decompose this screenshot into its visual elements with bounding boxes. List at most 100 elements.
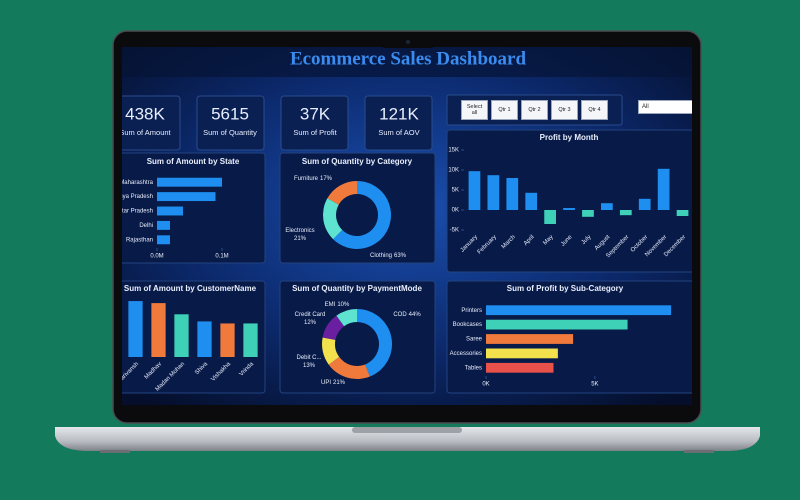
x-tick-label: 0.1M — [215, 254, 228, 260]
bar — [128, 301, 143, 357]
category-label: Maharashtra — [119, 180, 153, 186]
panel — [279, 280, 436, 394]
slice-value: 63% — [394, 253, 407, 259]
button[interactable]: Qtr 2 — [521, 100, 548, 120]
donut-slice — [323, 198, 343, 240]
kpi-value: 121K — [379, 104, 419, 123]
chart-title: Sum of Profit by Sub-Category — [507, 284, 624, 293]
slice-value: 10% — [337, 302, 350, 308]
kpi-label: Sum of Amount — [119, 128, 171, 137]
slice-label: UPI 21% — [321, 380, 346, 386]
donut-slice — [322, 315, 345, 340]
slice-label: Clothing 63% — [370, 253, 407, 259]
bar — [243, 323, 258, 357]
category-label: Uttar Pradesh — [116, 209, 153, 215]
laptop-base — [55, 427, 760, 451]
bar — [601, 203, 613, 210]
y-tick-label: 10K — [448, 168, 459, 174]
bar — [506, 178, 519, 210]
bar — [486, 334, 574, 344]
slice-category: Debit C... — [296, 355, 321, 361]
panel — [279, 152, 436, 264]
bar — [638, 198, 651, 210]
bar — [563, 208, 575, 210]
bar — [619, 210, 632, 216]
bar — [157, 192, 216, 202]
camera — [406, 40, 410, 44]
bar — [582, 210, 594, 217]
category-label: Accessories — [450, 351, 482, 357]
bar — [220, 323, 235, 357]
slice-label: Credit Card 12% — [295, 312, 326, 326]
dropdown[interactable]: All — [638, 100, 692, 114]
button[interactable]: Qtr 1 — [491, 100, 518, 120]
chart-title: Sum of Quantity by Category — [302, 157, 413, 166]
donut-slice — [322, 337, 340, 365]
slicer-option: Qtr 4 — [581, 100, 608, 120]
slice-label: Electronics 21% — [285, 228, 314, 242]
kpi-card — [364, 95, 433, 151]
slice-value: 21% — [333, 380, 346, 386]
bar — [157, 177, 222, 187]
bar — [487, 175, 500, 210]
chart-title: Sum of Amount by State — [147, 157, 240, 166]
slice-label: Furniture 17% — [294, 176, 333, 182]
bar — [544, 210, 556, 224]
screen: Ecommerce Sales Dashboard 438K Sum of Am… — [108, 47, 692, 405]
kpi-label: Sum of Profit — [293, 128, 337, 137]
laptop-foot — [100, 450, 130, 453]
kpi-value: 5615 — [211, 104, 249, 123]
slice-value: 44% — [409, 312, 422, 318]
y-tick-label: 15K — [448, 148, 459, 154]
slice-label: EMI 10% — [325, 302, 350, 308]
bar — [157, 206, 183, 216]
bar — [157, 235, 170, 245]
slicer-option: Qtr 1 — [491, 100, 518, 120]
button[interactable]: Qtr 3 — [551, 100, 578, 120]
kpi-card — [280, 95, 349, 151]
kpi-value: 37K — [300, 104, 331, 123]
bar — [486, 348, 558, 359]
kpi-label: Sum of Quantity — [203, 128, 257, 137]
slice-label: Debit C... 13% — [296, 355, 321, 369]
slice-category: COD — [393, 312, 407, 318]
slice-label: COD 44% — [393, 312, 421, 318]
chart-title: Sum of Quantity by PaymentMode — [292, 284, 422, 293]
button[interactable]: Select all — [461, 100, 488, 120]
slice-category: Furniture — [294, 176, 319, 182]
chart-title: Profit by Month — [540, 133, 599, 142]
dashboard-title: Ecommerce Sales Dashboard — [290, 48, 527, 69]
category-label: July — [581, 234, 593, 246]
bar — [486, 362, 554, 373]
category-label: Bookcases — [453, 322, 482, 328]
header-band — [122, 47, 692, 77]
slice-category: EMI — [325, 302, 336, 308]
bar — [676, 210, 689, 216]
y-tick-label: -5K — [450, 228, 459, 234]
x-tick-label: 0.0M — [150, 254, 163, 260]
y-tick-label: 5K — [452, 188, 459, 194]
slicer-option: Qtr 3 — [551, 100, 578, 120]
slice-value: 12% — [304, 320, 317, 326]
slice-category: Electronics — [285, 228, 314, 234]
bar — [157, 220, 170, 230]
kpi-card — [122, 95, 181, 151]
kpi-value: 438K — [125, 104, 165, 123]
slice-value: 21% — [294, 236, 307, 242]
donut-slice — [328, 356, 370, 379]
dropdown-wrap: All — [638, 100, 692, 114]
bar — [174, 314, 189, 357]
bar — [468, 171, 481, 210]
bar — [486, 305, 672, 316]
category-label: Madhya Pradesh — [108, 194, 153, 200]
chart-title: Sum of Amount by CustomerName — [124, 284, 257, 293]
kpi-card — [196, 95, 265, 151]
button[interactable]: Qtr 4 — [581, 100, 608, 120]
category-label: Tables — [465, 365, 482, 371]
bar — [197, 321, 212, 357]
category-label: Rajasthan — [126, 237, 153, 243]
donut-slice — [357, 309, 392, 377]
slice-value: 17% — [320, 176, 333, 182]
kpi-label: Sum of AOV — [378, 128, 419, 137]
